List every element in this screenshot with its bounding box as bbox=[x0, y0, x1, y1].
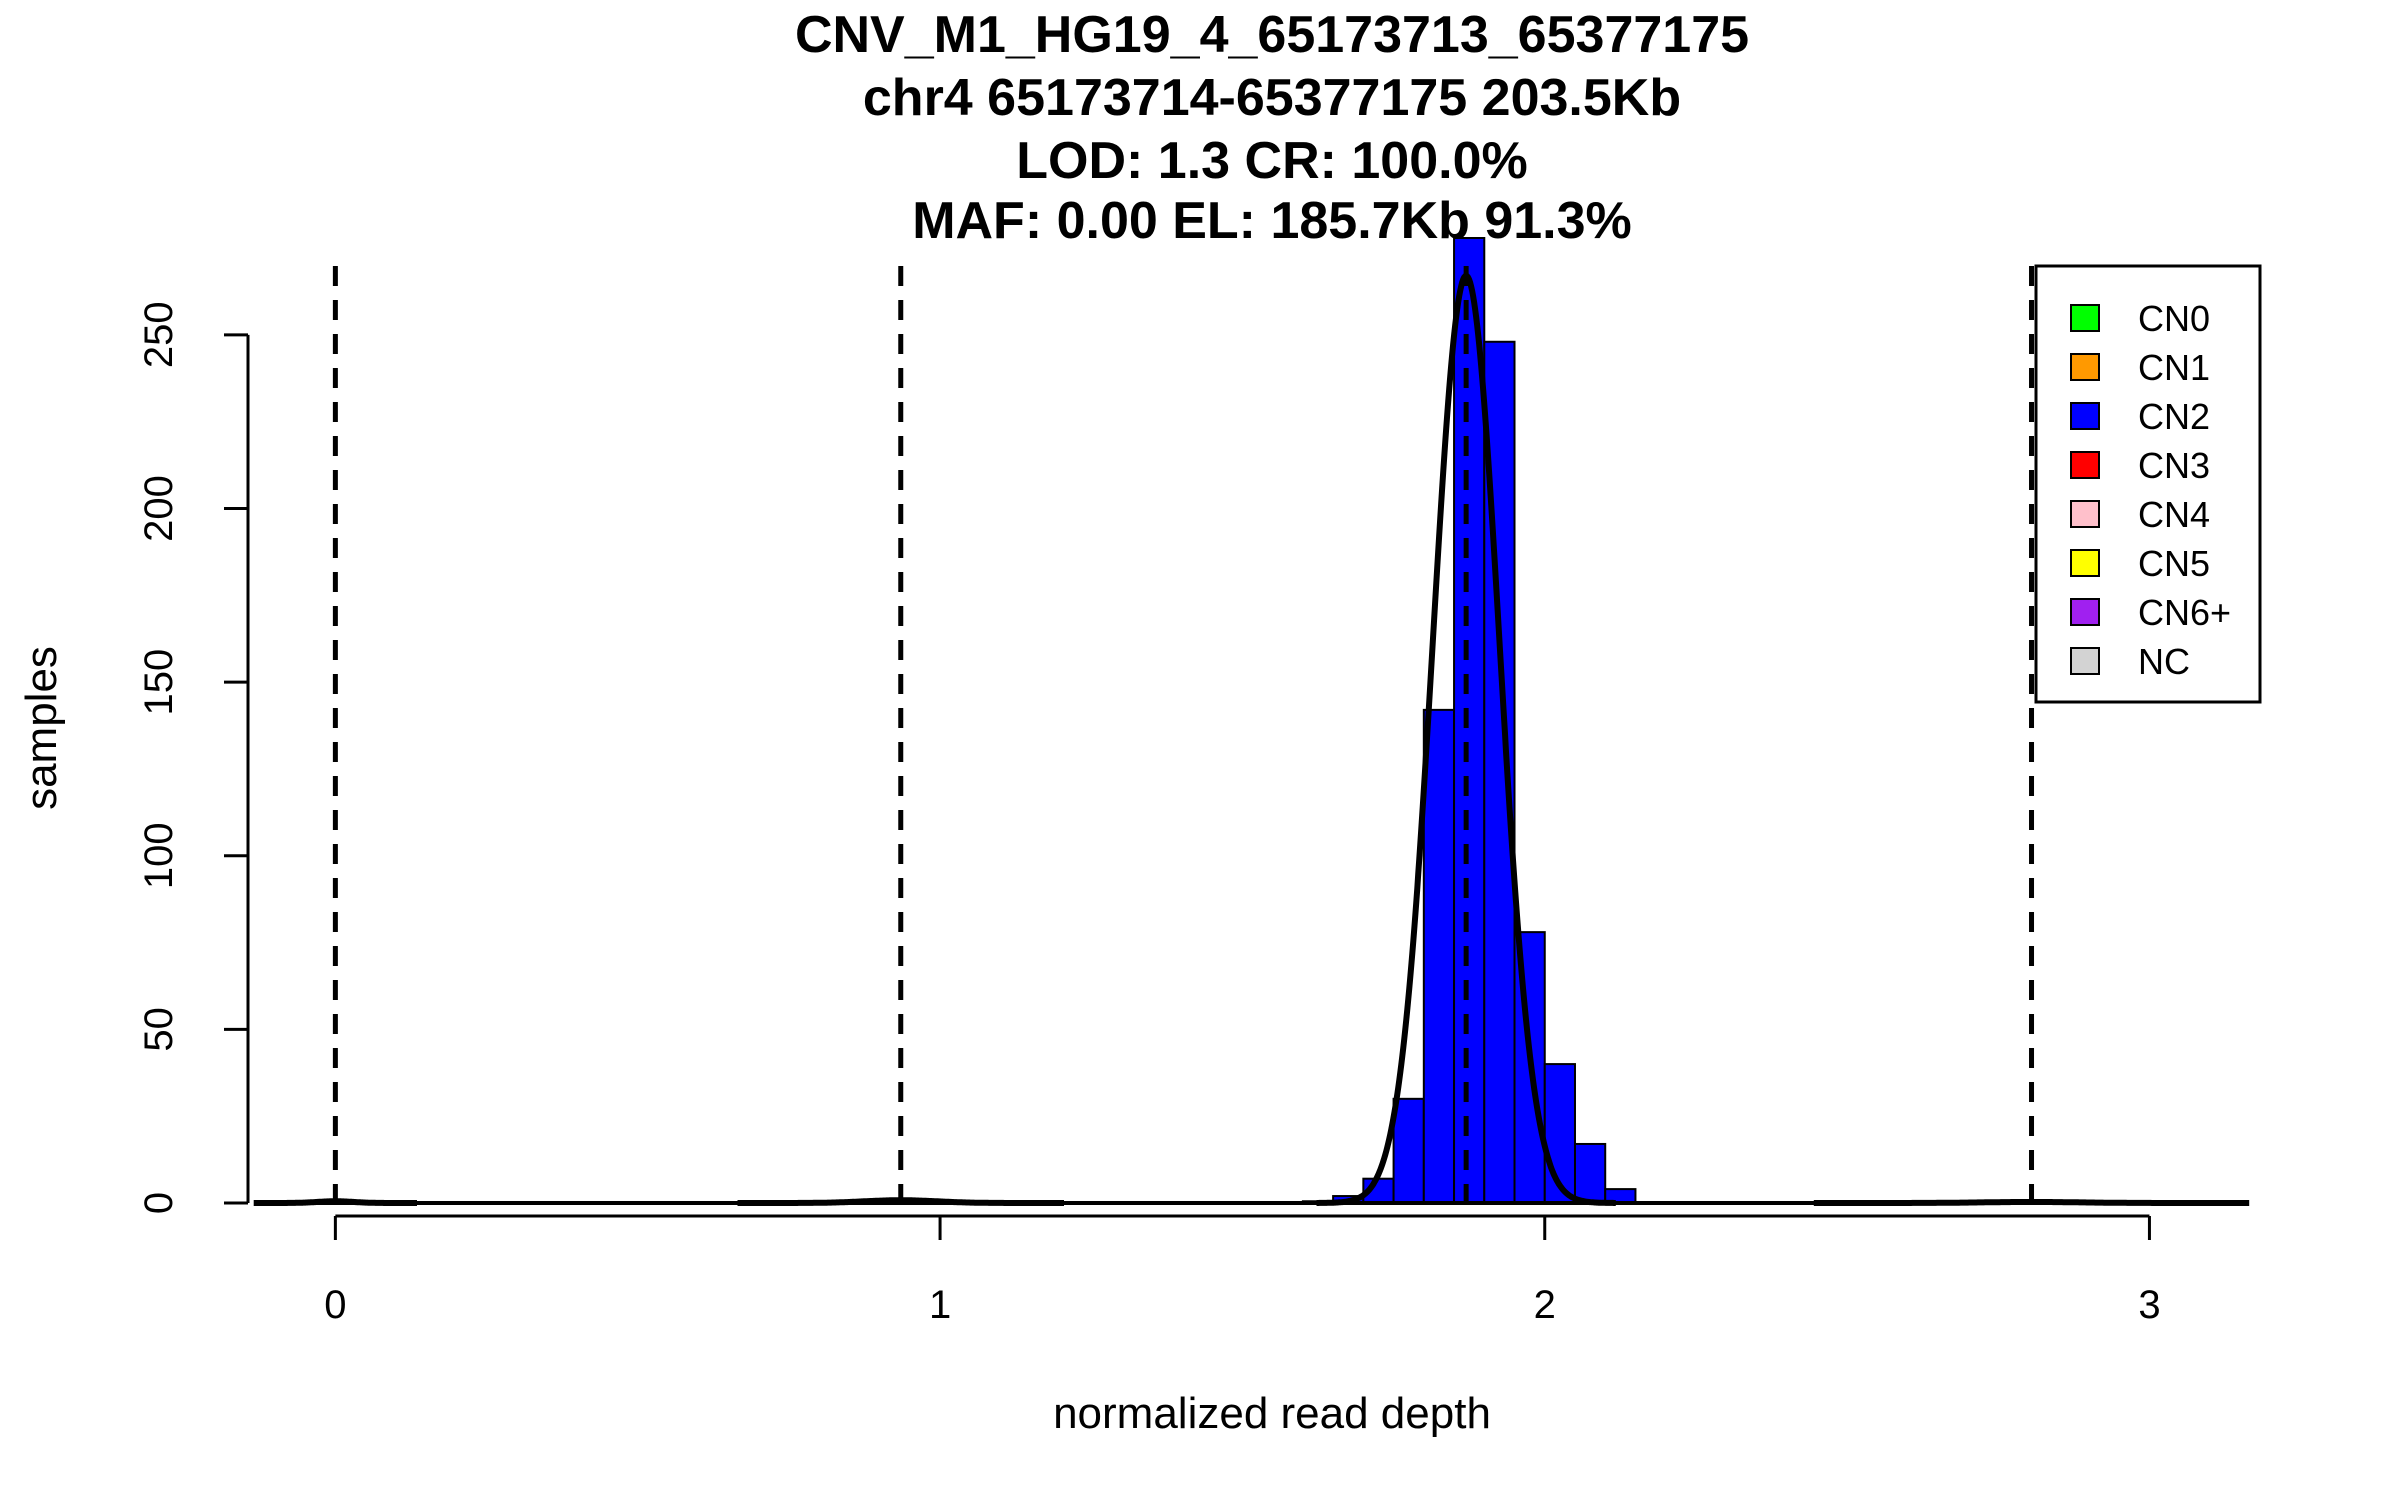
legend-swatch bbox=[2070, 402, 2100, 430]
y-axis: 0 50 100 150 200 250 bbox=[137, 301, 250, 1214]
chart-title: CNV_M1_HG19_4_65173713_65377175 chr4 651… bbox=[795, 6, 1749, 250]
legend-box bbox=[2034, 264, 2262, 704]
legend-label: CN4 bbox=[2138, 494, 2210, 535]
legend-label: CN1 bbox=[2138, 347, 2210, 388]
histogram-bars bbox=[1301, 237, 1637, 1205]
title-line-3: LOD: 1.3 CR: 100.0% bbox=[1016, 132, 1528, 190]
legend-label: NC bbox=[2138, 641, 2190, 682]
y-tick-label: 250 bbox=[137, 301, 181, 368]
legend-label: CN6+ bbox=[2138, 592, 2231, 633]
legend-swatch bbox=[2070, 549, 2100, 577]
legend-label: CN5 bbox=[2138, 543, 2210, 584]
fit-curves bbox=[253, 272, 2250, 1206]
y-tick-label: 100 bbox=[137, 822, 181, 889]
x-tick-label: 0 bbox=[324, 1283, 346, 1327]
legend-swatch bbox=[2070, 598, 2100, 626]
title-line-1: CNV_M1_HG19_4_65173713_65377175 bbox=[795, 6, 1749, 64]
x-axis-label: normalized read depth bbox=[1053, 1389, 1491, 1438]
x-tick-label: 3 bbox=[2138, 1283, 2160, 1327]
legend-label: CN3 bbox=[2138, 445, 2210, 486]
histogram-bar bbox=[1422, 708, 1456, 1204]
histogram-bar bbox=[1573, 1142, 1607, 1204]
legend-label: CN2 bbox=[2138, 396, 2210, 437]
title-line-2: chr4 65173714-65377175 203.5Kb bbox=[863, 69, 1681, 127]
y-tick-label: 200 bbox=[137, 475, 181, 542]
legend: CN0 CN1 CN2 CN3 CN4 CN5 CN6+ NC bbox=[2034, 264, 2262, 704]
y-axis-label: samples bbox=[17, 646, 66, 810]
y-tick-label: 150 bbox=[137, 649, 181, 716]
x-tick-label: 1 bbox=[929, 1283, 951, 1327]
y-tick-label: 50 bbox=[137, 1007, 181, 1052]
y-tick-label: 0 bbox=[137, 1192, 181, 1214]
legend-swatch bbox=[2070, 647, 2100, 675]
legend-swatch bbox=[2070, 353, 2100, 381]
legend-label: CN0 bbox=[2138, 298, 2210, 339]
x-axis: 0 1 2 3 bbox=[324, 1214, 2161, 1327]
title-line-4: MAF: 0.00 EL: 185.7Kb 91.3% bbox=[912, 192, 1632, 250]
copy-number-lines bbox=[332, 266, 2035, 1203]
legend-swatch bbox=[2070, 304, 2100, 332]
legend-swatch bbox=[2070, 451, 2100, 479]
x-tick-label: 2 bbox=[1534, 1283, 1556, 1327]
histogram-bar bbox=[1392, 1097, 1425, 1205]
legend-swatch bbox=[2070, 500, 2100, 528]
